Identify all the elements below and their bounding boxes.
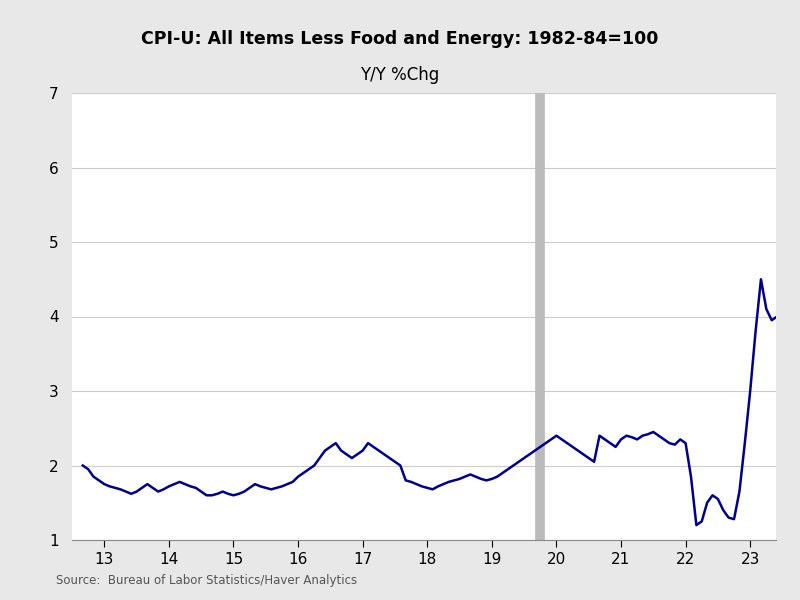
Text: Y/Y %Chg: Y/Y %Chg <box>360 66 440 84</box>
Text: CPI-U: All Items Less Food and Energy: 1982-84=100: CPI-U: All Items Less Food and Energy: 1… <box>142 30 658 48</box>
Text: Source:  Bureau of Labor Statistics/Haver Analytics: Source: Bureau of Labor Statistics/Haver… <box>56 574 357 587</box>
